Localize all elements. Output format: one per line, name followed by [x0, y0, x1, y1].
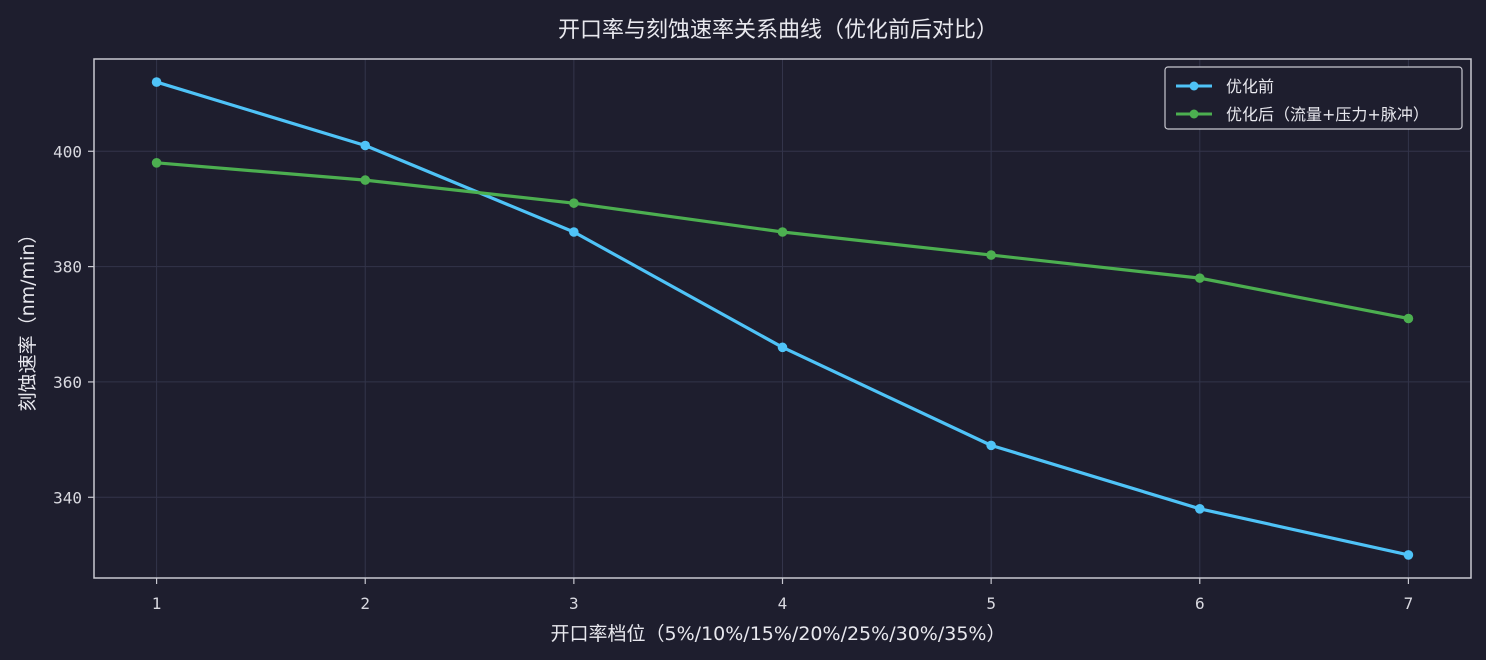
x-tick-label: 3: [569, 594, 579, 613]
legend-marker-after: [1189, 109, 1199, 119]
legend-label-after: 优化后（流量+压力+脉冲）: [1226, 105, 1429, 124]
grid: [94, 59, 1471, 578]
data-point-1: [360, 175, 371, 185]
data-point-1: [1194, 273, 1205, 283]
x-tick-label: 2: [360, 594, 370, 613]
legend-marker-before: [1189, 81, 1199, 91]
data-point-0: [1194, 504, 1205, 514]
x-tick-label: 5: [986, 594, 996, 613]
x-tick-label: 7: [1404, 594, 1414, 613]
legend: 优化前 优化后（流量+压力+脉冲）: [1164, 66, 1463, 130]
legend-box: [1164, 66, 1463, 130]
data-point-1: [986, 250, 996, 260]
data-point-0: [777, 342, 788, 353]
data-point-0: [569, 227, 579, 237]
x-tick-label: 1: [152, 594, 162, 613]
chart-title: 开口率与刻蚀速率关系曲线（优化前后对比）: [558, 18, 998, 43]
y-tick-label: 380: [53, 258, 82, 277]
legend-label-before: 优化前: [1226, 77, 1274, 96]
x-tick-label: 6: [1195, 594, 1205, 613]
data-point-0: [151, 77, 162, 87]
data-point-0: [986, 440, 996, 451]
y-tick-label: 360: [53, 373, 82, 392]
y-tick-label: 340: [53, 488, 82, 507]
y-axis-label: 刻蚀速率（nm/min）: [17, 225, 39, 412]
data-point-1: [777, 227, 788, 237]
data-point-1: [1403, 313, 1414, 324]
plot-frame: [93, 58, 1472, 579]
data-point-0: [360, 140, 371, 151]
x-axis-label: 开口率档位（5%/10%/15%/20%/25%/30%/35%）: [551, 623, 1006, 645]
axis-ticks: 1 2 3 4 5 6 7 340 360 380 400: [53, 142, 1413, 613]
data-point-0: [1403, 550, 1414, 560]
x-tick-label: 4: [778, 594, 788, 613]
y-tick-label: 400: [53, 142, 82, 161]
data-point-1: [569, 198, 579, 208]
series-group: [151, 77, 1414, 560]
data-point-1: [151, 158, 162, 168]
